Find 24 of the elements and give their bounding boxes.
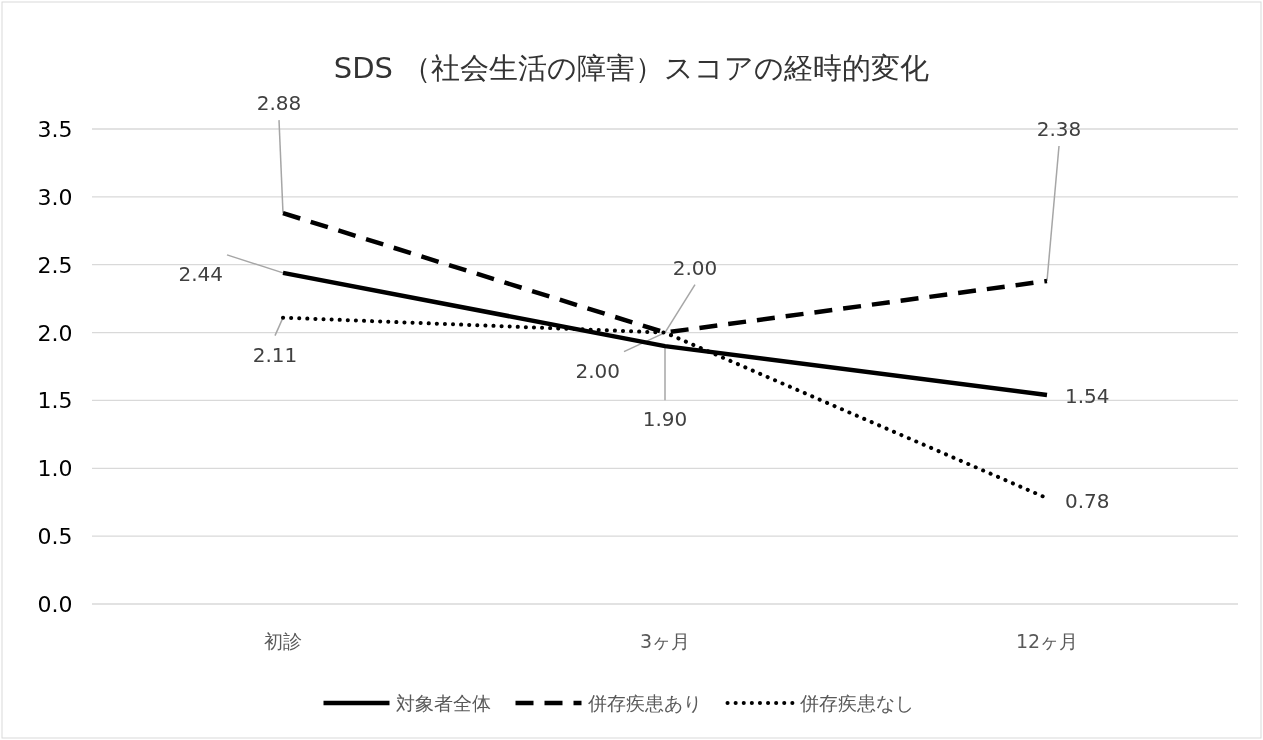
data-label: 1.54 — [1065, 384, 1110, 408]
x-tick-label: 12ヶ月 — [1015, 630, 1079, 652]
data-label: 2.00 — [672, 255, 718, 280]
y-tick-label: 0.0 — [37, 592, 73, 617]
legend-label: 併存疾患あり — [586, 692, 702, 714]
x-tick-label: 初診 — [264, 630, 302, 652]
data-label: 2.44 — [178, 261, 223, 286]
y-tick-label: 2.0 — [37, 320, 73, 346]
data-label: 0.78 — [1065, 489, 1110, 514]
data-label: 2.11 — [252, 342, 298, 367]
legend-label: 対象者全体 — [395, 692, 491, 714]
y-tick-label: 3.0 — [37, 184, 73, 210]
y-tick-label: 1.5 — [37, 388, 73, 414]
data-label: 2.88 — [256, 91, 302, 116]
data-label: 2.00 — [575, 358, 620, 383]
y-tick-label: 2.5 — [37, 252, 73, 278]
y-tick-label: 0.5 — [37, 524, 73, 550]
data-label: 2.38 — [1036, 117, 1082, 141]
data-label: 1.90 — [642, 407, 688, 432]
y-tick-label: 3.5 — [37, 117, 73, 142]
chart-title: SDS （社会生活の障害）スコアの経時的変化 — [333, 51, 930, 85]
x-tick-label: 3ヶ月 — [639, 630, 691, 652]
legend-label: 併存疾患なし — [798, 692, 914, 714]
y-tick-label: 1.0 — [37, 456, 73, 482]
